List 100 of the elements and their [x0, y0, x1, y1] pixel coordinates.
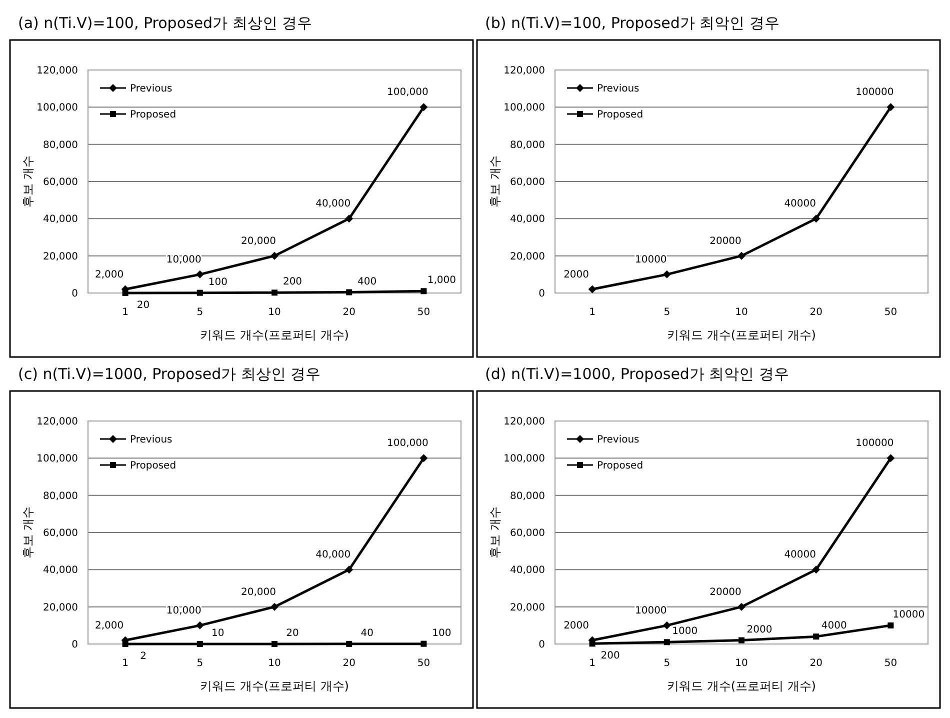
y-tick-label: 0 — [72, 640, 78, 650]
chart-title: (c) n(Ti.V)=1000, Proposed가 최상인 경우 — [18, 365, 321, 383]
legend-label: Previous — [130, 434, 172, 446]
x-axis-title: 키워드 개수(프로퍼티 개수) — [667, 328, 816, 342]
data-label: 1000 — [672, 626, 698, 638]
point — [886, 454, 895, 462]
y-axis-title: 후보 개수 — [488, 506, 502, 558]
legend-label: Proposed — [597, 110, 644, 120]
point — [589, 640, 596, 647]
chart-title: (d) n(Ti.V)=1000, Proposed가 최악인 경우 — [485, 365, 789, 383]
x-tick-label: 20 — [810, 658, 822, 669]
x-tick-label: 5 — [196, 658, 204, 669]
x-axis-title: 키워드 개수(프로퍼티 개수) — [667, 679, 816, 693]
x-tick-label: 20 — [810, 307, 822, 318]
point — [738, 252, 746, 260]
data-label: 1,000 — [427, 275, 456, 286]
legend-label: Previous — [130, 84, 172, 94]
y-tick-label: 60,000 — [43, 177, 78, 188]
point — [886, 103, 895, 112]
data-label: 40 — [360, 628, 374, 639]
data-label: 2 — [140, 650, 146, 662]
x-tick-label: 20 — [342, 658, 356, 669]
y-tick-label: 40,000 — [510, 565, 545, 576]
data-label: 100 — [432, 628, 452, 639]
data-label: 40,000 — [316, 550, 351, 561]
y-tick-label: 100,000 — [36, 454, 78, 465]
x-tick-label: 1 — [122, 658, 128, 669]
y-tick-label: 40,000 — [510, 214, 545, 226]
y-tick-label: 20,000 — [510, 251, 545, 262]
y-tick-label: 120,000 — [36, 66, 78, 76]
point — [812, 566, 820, 574]
point — [196, 621, 204, 630]
y-axis-title: 후보 개수 — [21, 506, 35, 558]
data-label: 100,000 — [387, 87, 428, 98]
point — [272, 640, 278, 647]
y-tick-label: 0 — [538, 640, 545, 650]
point — [196, 290, 203, 296]
point — [270, 602, 278, 611]
point — [345, 214, 354, 223]
y-tick-label: 80,000 — [43, 490, 78, 502]
y-tick-label: 120,000 — [36, 416, 78, 428]
point — [813, 634, 820, 640]
point — [738, 602, 746, 611]
data-label: 100 — [208, 276, 228, 288]
point — [812, 214, 820, 223]
x-tick-label: 50 — [417, 658, 430, 669]
y-tick-label: 60,000 — [510, 528, 545, 539]
x-tick-label: 10 — [735, 658, 748, 669]
data-label: 20,000 — [241, 236, 276, 247]
data-label: 10000 — [634, 254, 667, 266]
y-tick-label: 20,000 — [43, 602, 78, 614]
data-label: 40000 — [784, 198, 816, 210]
y-tick-label: 20,000 — [510, 602, 545, 614]
y-axis-title: 후보 개수 — [488, 156, 502, 208]
y-tick-label: 120,000 — [504, 416, 545, 428]
point — [664, 639, 670, 646]
point — [122, 290, 128, 296]
data-label: 20 — [136, 300, 150, 311]
point — [420, 640, 427, 647]
point — [196, 640, 203, 647]
point — [662, 621, 671, 630]
x-axis-title: 키워드 개수(프로퍼티 개수) — [200, 328, 349, 342]
legend-label: Proposed — [597, 460, 644, 472]
data-label: 20000 — [710, 236, 742, 247]
y-tick-label: 100,000 — [504, 102, 545, 114]
x-tick-label: 1 — [589, 658, 596, 669]
y-tick-label: 80,000 — [510, 140, 545, 151]
point — [888, 622, 894, 628]
data-label: 40,000 — [316, 198, 351, 210]
x-tick-label: 50 — [417, 307, 430, 318]
point — [196, 270, 204, 278]
legend-label: Previous — [597, 434, 640, 446]
y-axis-title: 후보 개수 — [21, 156, 35, 208]
x-tick-label: 5 — [196, 307, 204, 318]
x-tick-label: 1 — [122, 307, 128, 318]
data-label: 10 — [212, 628, 224, 639]
data-label: 10,000 — [166, 254, 202, 266]
y-tick-label: 20,000 — [43, 251, 78, 262]
x-tick-label: 5 — [664, 307, 670, 318]
y-tick-label: 40,000 — [43, 565, 78, 576]
data-label: 2000 — [746, 624, 772, 636]
x-tick-label: 5 — [664, 658, 670, 669]
data-label: 10000 — [634, 605, 667, 616]
chart-title: (a) n(Ti.V)=100, Proposed가 최상인 경우 — [18, 14, 312, 32]
x-tick-label: 50 — [884, 658, 898, 669]
y-tick-label: 40,000 — [43, 214, 78, 226]
data-label: 20,000 — [241, 586, 276, 598]
data-label: 2,000 — [94, 269, 124, 280]
point — [346, 289, 352, 296]
data-label: 100,000 — [387, 438, 428, 450]
x-tick-label: 1 — [589, 307, 596, 318]
y-tick-label: 60,000 — [43, 528, 78, 539]
data-label: 40000 — [784, 550, 816, 561]
data-label: 2,000 — [94, 620, 124, 632]
x-tick-label: 10 — [268, 307, 281, 318]
data-label: 20 — [286, 628, 299, 639]
legend-label: Previous — [597, 84, 640, 94]
legend-label: Proposed — [130, 110, 176, 120]
y-tick-label: 80,000 — [510, 490, 545, 502]
y-tick-label: 100,000 — [504, 454, 545, 465]
